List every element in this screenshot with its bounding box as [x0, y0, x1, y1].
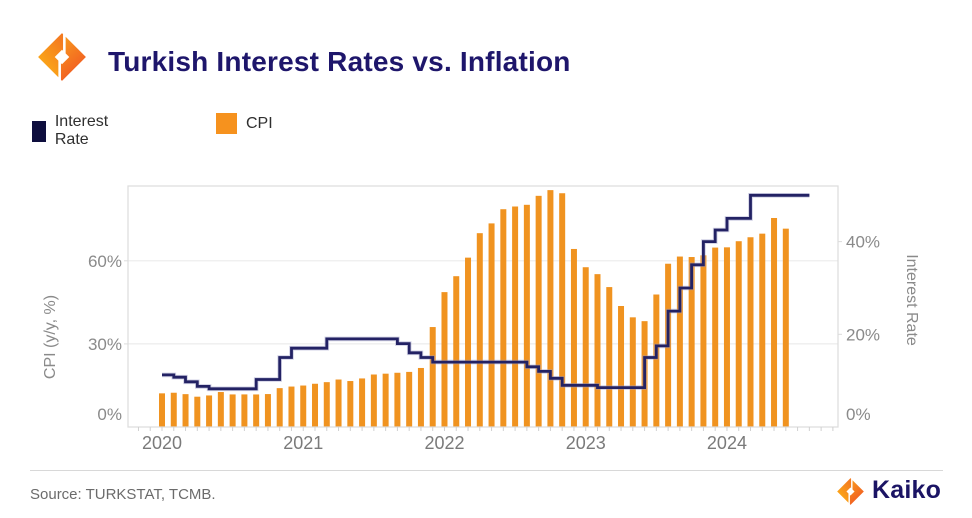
cpi-bar	[747, 237, 754, 427]
cpi-bars	[159, 190, 789, 427]
chart-axes	[124, 185, 842, 431]
cpi-bar	[712, 247, 719, 427]
source-text: Source: TURKSTAT, TCMB.	[30, 486, 216, 503]
cpi-bar	[618, 306, 625, 427]
cpi-bar	[241, 394, 248, 427]
cpi-bar	[312, 383, 319, 427]
cpi-bar	[276, 388, 283, 427]
cpi-bar	[782, 228, 789, 427]
x-axis-year-label: 2020	[142, 433, 182, 453]
cpi-bar	[453, 276, 460, 427]
legend-label: CPI	[246, 114, 273, 132]
legend-item-interest-rate: Interest Rate	[32, 113, 115, 149]
interest-rate-line	[162, 193, 810, 392]
cpi-bar	[629, 317, 636, 427]
cpi-bar	[182, 394, 189, 427]
cpi-bar	[512, 206, 519, 427]
right-axis-tick-label: 40%	[846, 233, 880, 252]
cpi-bar	[253, 394, 260, 427]
cpi-bar	[347, 381, 354, 427]
cpi-bar	[217, 392, 224, 427]
axis-tick-labels: 0% 30% 60% 0% 20% 40% 2020 2021 2022 2023 2024	[88, 233, 880, 453]
cpi-bar	[170, 392, 177, 427]
cpi-bar	[771, 217, 778, 427]
cpi-bar	[300, 385, 307, 427]
cpi-bar	[523, 204, 530, 427]
cpi-bar	[570, 248, 577, 427]
cpi-bar	[688, 257, 695, 427]
cpi-bar	[735, 241, 742, 427]
cpi-bar	[264, 394, 271, 427]
left-axis-tick-label: 0%	[97, 405, 122, 424]
cpi-bar	[488, 223, 495, 427]
cpi-bar	[394, 372, 401, 427]
cpi-bar	[194, 396, 201, 427]
kaiko-logo-icon	[837, 478, 864, 505]
kaiko-logo-icon	[38, 33, 86, 81]
left-axis-tick-label: 30%	[88, 335, 122, 354]
page-title: Turkish Interest Rates vs. Inflation	[108, 46, 571, 77]
cpi-bar	[441, 292, 448, 427]
right-axis-title: Interest Rate	[903, 254, 920, 346]
cpi-bar	[723, 247, 730, 427]
cpi-bar	[229, 394, 236, 427]
brand-wordmark: Kaiko	[872, 476, 942, 504]
legend-item-cpi: CPI	[216, 113, 273, 134]
left-axis-title: CPI (y/y, %)	[42, 294, 59, 380]
cpi-bar	[476, 233, 483, 427]
cpi-swatch	[216, 113, 237, 134]
x-axis-year-label: 2023	[566, 433, 606, 453]
cpi-bar	[406, 371, 413, 427]
cpi-bar	[594, 274, 601, 427]
x-axis-year-label: 2022	[424, 433, 464, 453]
cpi-bar	[159, 393, 165, 427]
cpi-bar	[288, 386, 295, 427]
cpi-bar	[417, 367, 424, 427]
cpi-bar	[653, 294, 660, 427]
cpi-bar	[500, 209, 507, 427]
cpi-bar	[559, 193, 566, 427]
interest-rate-swatch	[32, 120, 46, 142]
cpi-bar	[606, 287, 613, 427]
cpi-bar	[700, 255, 707, 427]
cpi-bar	[335, 379, 342, 427]
right-axis-tick-label: 0%	[846, 405, 871, 424]
cpi-bar	[206, 395, 213, 427]
cpi-bar	[359, 378, 366, 427]
cpi-bar	[759, 233, 766, 427]
legend-label: Interest Rate	[54, 113, 109, 148]
cpi-bar	[382, 373, 389, 427]
right-axis-tick-label: 20%	[846, 325, 880, 344]
cpi-bar	[676, 256, 683, 427]
cpi-bar	[370, 374, 377, 427]
cpi-bar	[547, 190, 554, 427]
x-axis-year-label: 2024	[707, 433, 747, 453]
cpi-bar	[429, 327, 436, 427]
cpi-bar	[465, 257, 472, 427]
x-axis-year-label: 2021	[283, 433, 323, 453]
cpi-bar	[323, 382, 330, 427]
footer-divider	[30, 470, 943, 471]
cpi-bar	[535, 195, 542, 427]
left-axis-tick-label: 60%	[88, 252, 122, 271]
cpi-bar	[582, 267, 589, 427]
chart-gridlines	[128, 260, 838, 345]
